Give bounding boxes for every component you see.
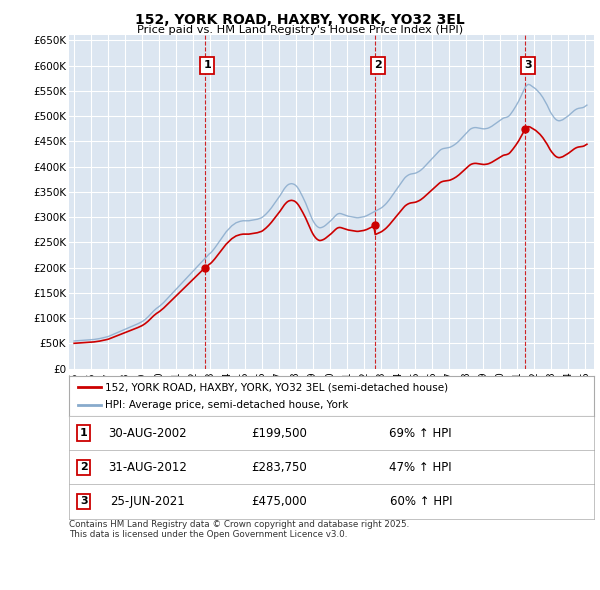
Text: £283,750: £283,750 xyxy=(251,461,307,474)
Text: 60% ↑ HPI: 60% ↑ HPI xyxy=(389,495,452,508)
Text: £199,500: £199,500 xyxy=(251,427,307,440)
Text: 47% ↑ HPI: 47% ↑ HPI xyxy=(389,461,452,474)
Text: 3: 3 xyxy=(524,60,532,70)
Text: 3: 3 xyxy=(80,497,88,506)
Text: 31-AUG-2012: 31-AUG-2012 xyxy=(109,461,187,474)
Text: 152, YORK ROAD, HAXBY, YORK, YO32 3EL (semi-detached house): 152, YORK ROAD, HAXBY, YORK, YO32 3EL (s… xyxy=(105,382,448,392)
Text: Contains HM Land Registry data © Crown copyright and database right 2025.
This d: Contains HM Land Registry data © Crown c… xyxy=(69,520,409,539)
Text: HPI: Average price, semi-detached house, York: HPI: Average price, semi-detached house,… xyxy=(105,399,348,409)
Text: 1: 1 xyxy=(203,60,211,70)
Text: 1: 1 xyxy=(80,428,88,438)
Text: 2: 2 xyxy=(80,463,88,472)
Text: 25-JUN-2021: 25-JUN-2021 xyxy=(110,495,185,508)
Text: £475,000: £475,000 xyxy=(251,495,307,508)
Text: Price paid vs. HM Land Registry's House Price Index (HPI): Price paid vs. HM Land Registry's House … xyxy=(137,25,463,35)
Text: 152, YORK ROAD, HAXBY, YORK, YO32 3EL: 152, YORK ROAD, HAXBY, YORK, YO32 3EL xyxy=(135,13,465,27)
Text: 30-AUG-2002: 30-AUG-2002 xyxy=(109,427,187,440)
Text: 69% ↑ HPI: 69% ↑ HPI xyxy=(389,427,452,440)
Text: 2: 2 xyxy=(374,60,382,70)
